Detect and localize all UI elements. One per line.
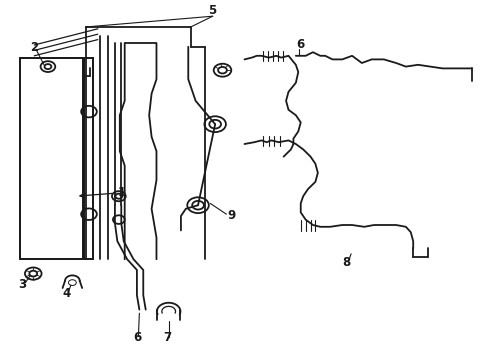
Text: 1: 1 <box>80 186 125 199</box>
Text: 5: 5 <box>207 4 216 17</box>
Text: 2: 2 <box>30 41 39 54</box>
Bar <box>20 58 83 259</box>
Text: 3: 3 <box>19 278 27 291</box>
Text: 6: 6 <box>295 37 304 50</box>
Text: 8: 8 <box>342 256 350 269</box>
Text: 9: 9 <box>227 209 235 222</box>
Bar <box>84 58 93 259</box>
Bar <box>20 58 83 259</box>
Text: 4: 4 <box>62 287 71 300</box>
Text: 6: 6 <box>133 331 141 344</box>
Bar <box>84 58 93 259</box>
Text: 7: 7 <box>163 331 171 344</box>
